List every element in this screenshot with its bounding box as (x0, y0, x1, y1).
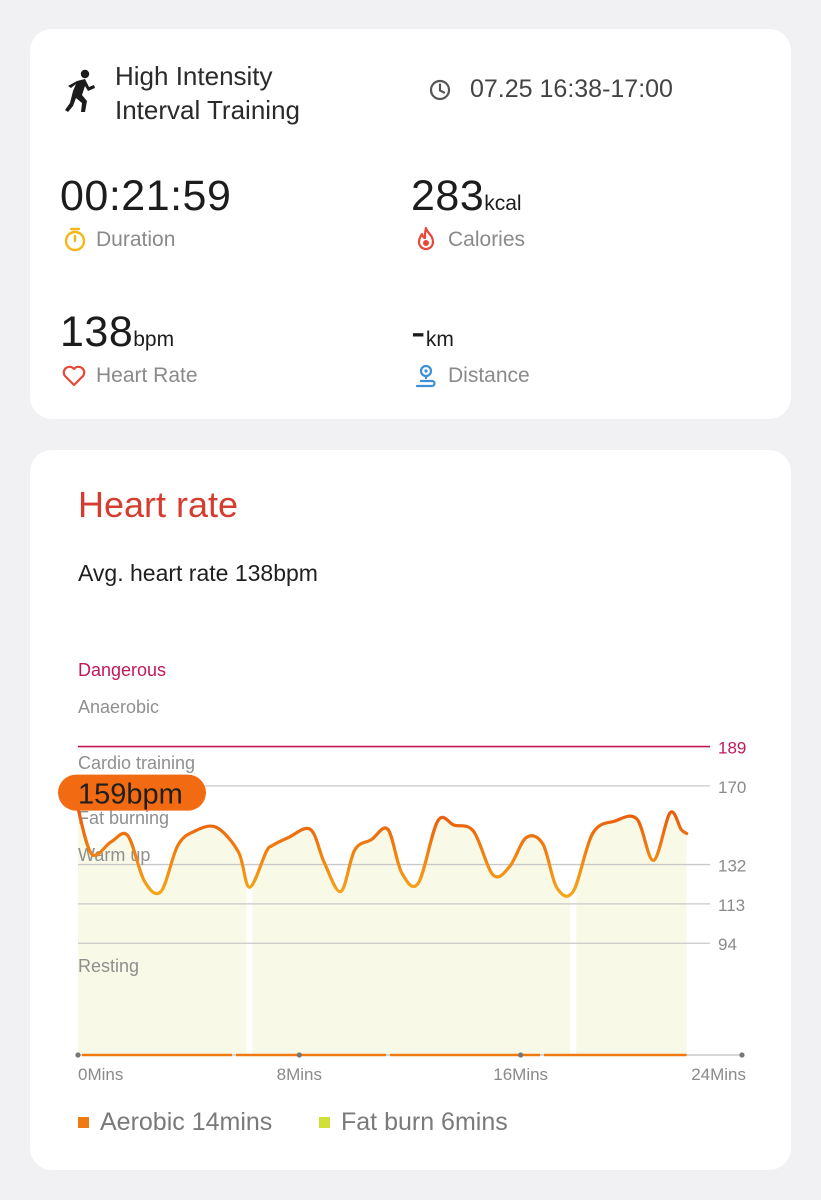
calories-label: Calories (448, 228, 526, 251)
heart-rate-card: Heart rate Avg. heart rate 138bpm 189 170… (30, 450, 791, 1170)
zone-label-resting: Resting (78, 956, 139, 976)
legend-fat-burn: Fat burn 6mins (319, 1108, 508, 1137)
workout-summary-card: High Intensity Interval Training 07.25 1… (30, 29, 791, 419)
x-tick-label-2: 16Mins (493, 1065, 548, 1084)
legend-aerobic: Aerobic 14mins (78, 1108, 272, 1137)
zone-label-dangerous: Dangerous (78, 660, 166, 680)
clock-icon (429, 79, 451, 101)
x-tick-dot-2 (518, 1052, 524, 1058)
legend-aerobic-label: Aerobic 14mins (100, 1108, 273, 1136)
zone-label-fat-burning: Fat burning (78, 808, 169, 828)
highlight-pill (58, 774, 206, 811)
highlight-value: 159bpm (78, 779, 183, 811)
calories-value: 283 (411, 172, 485, 220)
distance-label: Distance (448, 364, 530, 387)
avg-heart-rate-text: Avg. heart rate 138bpm (78, 560, 318, 586)
x-tick-label-3: 24Mins (691, 1065, 746, 1084)
duration-label: Duration (96, 228, 176, 251)
distance-value: - (411, 308, 426, 356)
duration-value: 00:21:59 (60, 172, 232, 220)
running-person-icon (65, 69, 95, 112)
calories-stat: 283kcal (411, 172, 522, 221)
workout-time-range: 07.25 16:38-17:00 (470, 75, 673, 103)
zone-threshold-113: 113 (718, 896, 745, 915)
zone-label-anaerobic: Anaerobic (78, 697, 159, 717)
x-tick-dot-3 (739, 1052, 745, 1058)
x-tick-dot-1 (296, 1052, 302, 1058)
flame-icon (417, 226, 435, 251)
distance-stat: -km (411, 308, 454, 357)
route-pin-icon (415, 364, 436, 388)
heart-rate-chart: 189 170 132 113 94 Dangerous Anaerobic Cardio t… (58, 660, 746, 1084)
zone-threshold-94: 94 (718, 935, 737, 954)
heart-rate-value: 138 (60, 308, 134, 356)
heart-rate-stat: 138bpm (60, 308, 174, 357)
zone-threshold-189: 189 (718, 739, 746, 758)
workout-title-line1: High Intensity (115, 61, 273, 91)
zone-label-cardio-training: Cardio training (78, 753, 195, 773)
distance-unit: km (425, 328, 454, 351)
workout-title-line2: Interval Training (115, 95, 300, 125)
legend-aerobic-swatch (78, 1117, 89, 1128)
legend-fat-burn-swatch (319, 1117, 330, 1128)
area-gap-1 (570, 710, 577, 1055)
x-tick-label-1: 8Mins (277, 1065, 322, 1084)
x-tick-dot-0 (75, 1052, 81, 1058)
stopwatch-icon (64, 227, 86, 252)
heart-rate-label: Heart Rate (96, 364, 198, 387)
zone-threshold-132: 132 (718, 857, 746, 876)
calories-unit: kcal (484, 192, 522, 215)
duration-stat: 00:21:59 (60, 172, 231, 221)
area-gap-0 (246, 710, 253, 1055)
heart-rate-line (76, 807, 689, 898)
heart-icon (62, 365, 86, 387)
heart-rate-unit: bpm (133, 328, 175, 351)
zone-threshold-170: 170 (718, 778, 746, 797)
x-tick-label-0: 0Mins (78, 1065, 123, 1084)
heart-rate-area (78, 808, 687, 1055)
legend-fat-burn-label: Fat burn 6mins (341, 1108, 508, 1136)
workout-title: High Intensity Interval Training (115, 59, 300, 127)
heart-rate-title: Heart rate (78, 484, 239, 525)
